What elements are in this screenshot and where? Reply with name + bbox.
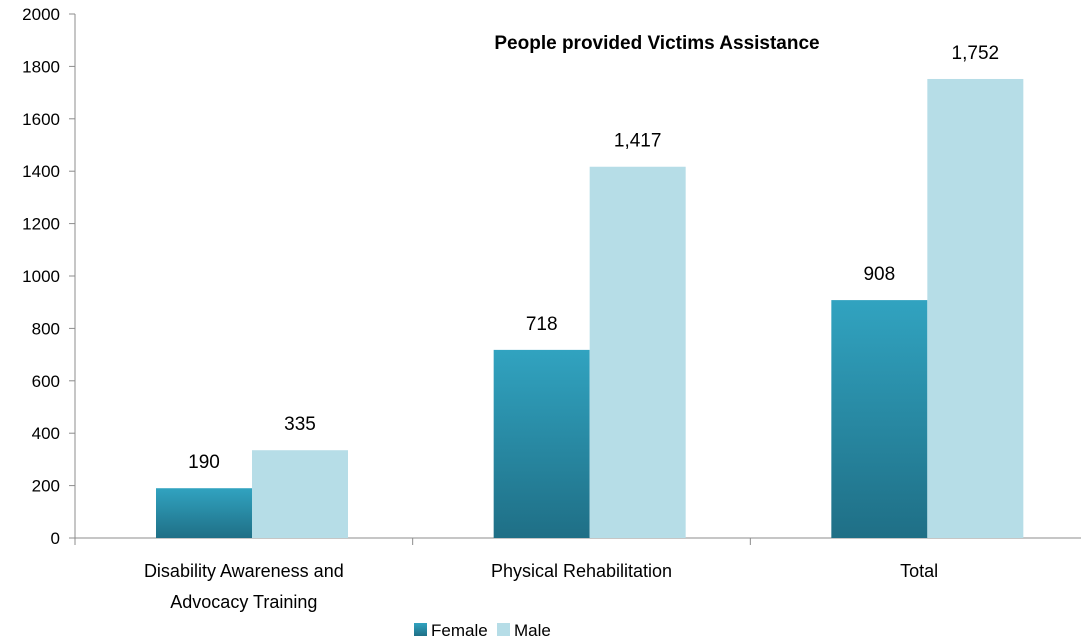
data-label-male: 1,752 <box>952 43 1000 64</box>
x-category-label: Disability Awareness and <box>144 561 344 581</box>
y-tick-label: 1200 <box>22 215 60 234</box>
bar-male <box>589 166 686 538</box>
data-label-female: 718 <box>526 314 558 335</box>
data-label-female: 908 <box>863 264 895 285</box>
data-label-female: 190 <box>188 452 220 473</box>
y-tick-label: 0 <box>51 529 60 548</box>
y-tick-label: 200 <box>32 477 60 496</box>
y-tick-label: 1400 <box>22 162 60 181</box>
legend-label-male: Male <box>514 621 551 640</box>
data-label-male: 335 <box>284 414 316 435</box>
data-labels: 190 718 908 335 1,417 1,752 <box>188 43 999 473</box>
bar-female <box>831 300 928 538</box>
y-tick-label: 1000 <box>22 267 60 286</box>
bar-male <box>927 78 1024 538</box>
x-axis: Disability Awareness and Advocacy Trainin… <box>74 537 1081 612</box>
y-tick-label: 1600 <box>22 110 60 129</box>
y-tick-label: 800 <box>32 319 60 338</box>
bars <box>156 78 1024 538</box>
y-tick-label: 1800 <box>22 57 60 76</box>
x-category-label: Total <box>900 561 938 581</box>
chart-title: People provided Victims Assistance <box>494 33 819 54</box>
bar-female <box>493 349 590 538</box>
x-category-label: Physical Rehabilitation <box>491 561 672 581</box>
x-category-label: Advocacy Training <box>170 592 317 612</box>
data-label-male: 1,417 <box>614 131 662 152</box>
y-tick-label: 2000 <box>22 5 60 24</box>
legend-swatch-female <box>414 623 427 636</box>
y-tick-label: 400 <box>32 424 60 443</box>
legend-swatch-male <box>497 623 510 636</box>
legend-label-female: Female <box>431 621 488 640</box>
y-axis: 0 200 400 600 800 1000 1200 1400 1600 1800 2000 <box>22 5 76 548</box>
legend: Female Male <box>414 621 551 640</box>
y-tick-label: 600 <box>32 372 60 391</box>
bar-male <box>252 450 348 538</box>
bar-female <box>156 488 252 538</box>
